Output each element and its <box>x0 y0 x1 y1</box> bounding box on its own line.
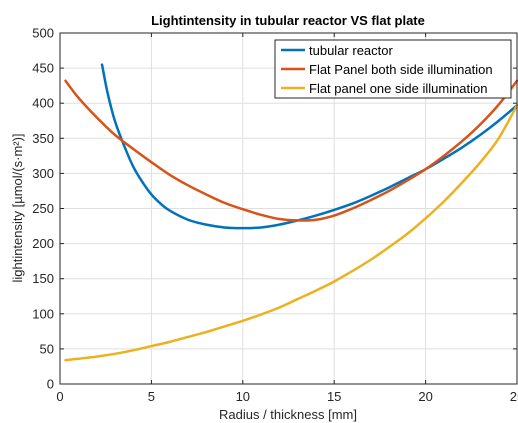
y-tick-label: 400 <box>32 96 54 111</box>
series-line-flat-panel-one-side <box>64 104 518 362</box>
y-tick-label: 0 <box>47 377 54 392</box>
ticks <box>59 32 518 385</box>
legend-box <box>274 39 512 99</box>
y-tick-label: 150 <box>32 271 54 286</box>
legend-label-flat-panel-both: Flat Panel both side illumination <box>309 62 493 77</box>
y-tick-label: 50 <box>40 341 54 356</box>
y-tick-label: 350 <box>32 131 54 146</box>
series-line-flat-panel-both-side <box>64 79 518 222</box>
x-axis-title: Radius / thickness [mm] <box>219 407 357 422</box>
x-tick-label: 20 <box>418 389 432 404</box>
y-tick-label: 450 <box>32 61 54 76</box>
x-tick-label: 25 <box>510 389 518 404</box>
x-tick-label: 10 <box>236 389 250 404</box>
chart-title: Lightintensity in tubular reactor VS fla… <box>151 13 425 28</box>
x-tick-label: 0 <box>56 389 63 404</box>
legend-label-tubular-reactor: tubular reactor <box>309 43 393 58</box>
legend-label-flat-panel-one: Flat panel one side illumination <box>309 81 488 96</box>
y-tick-label: 250 <box>32 201 54 216</box>
x-tick-label: 5 <box>148 389 155 404</box>
series-layer <box>64 63 518 362</box>
tick-labels: 0510152025050100150200250300350400450500 <box>32 26 518 405</box>
x-tick-label: 15 <box>327 389 341 404</box>
y-tick-label: 200 <box>32 236 54 251</box>
y-tick-label: 100 <box>32 306 54 321</box>
y-axis-title: lightintensity [µmol/(s·m²)] <box>10 133 25 282</box>
y-tick-label: 300 <box>32 166 54 181</box>
y-tick-label: 500 <box>32 26 54 41</box>
legend: tubular reactor Flat Panel both side ill… <box>274 39 512 99</box>
